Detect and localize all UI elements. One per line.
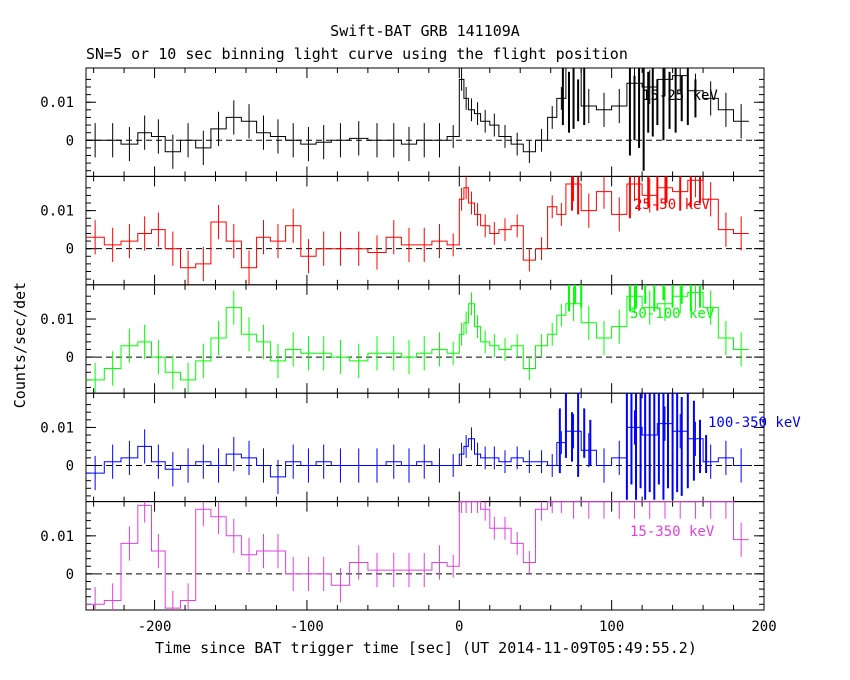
y-tick-label: 0 bbox=[66, 458, 74, 474]
band-label-50-100-kev: 50-100 keV bbox=[630, 306, 715, 322]
x-axis-label: Time since BAT trigger time [sec] (UT 20… bbox=[155, 639, 697, 657]
y-tick-label: 0.01 bbox=[40, 529, 74, 545]
panel-frame-15-350-kev bbox=[85, 501, 765, 611]
x-tick-label: 100 bbox=[599, 619, 624, 635]
y-tick-label: 0 bbox=[66, 242, 74, 258]
y-tick-label: 0.01 bbox=[40, 312, 74, 328]
band-label-25-50-kev: 25-50 keV bbox=[634, 197, 710, 213]
chart-title: Swift-BAT GRB 141109A bbox=[330, 22, 520, 40]
band-label-15-350-kev: 15-350 keV bbox=[630, 524, 715, 540]
chart-subtitle: SN=5 or 10 sec binning light curve using… bbox=[86, 45, 628, 63]
light-curve-15-25-kev bbox=[86, 67, 749, 153]
x-tick-label: -100 bbox=[290, 619, 324, 635]
y-tick-label: 0 bbox=[66, 350, 74, 366]
y-tick-label: 0.01 bbox=[40, 420, 74, 436]
band-label-100-350-kev: 100-350 keV bbox=[708, 415, 801, 431]
y-tick-label: 0.01 bbox=[40, 95, 74, 111]
light-curve-25-50-kev bbox=[86, 179, 749, 269]
x-tick-label: 200 bbox=[751, 619, 776, 635]
y-tick-label: 0 bbox=[66, 567, 74, 583]
x-tick-label: -200 bbox=[138, 619, 172, 635]
y-tick-label: 0 bbox=[66, 133, 74, 149]
x-tick-label: 0 bbox=[455, 619, 463, 635]
band-label-15-25-kev: 15-25 keV bbox=[642, 88, 718, 104]
panel-frame-100-350-kev bbox=[85, 392, 765, 503]
y-tick-label: 0.01 bbox=[40, 204, 74, 220]
panel-frame-15-25-kev bbox=[85, 67, 765, 177]
